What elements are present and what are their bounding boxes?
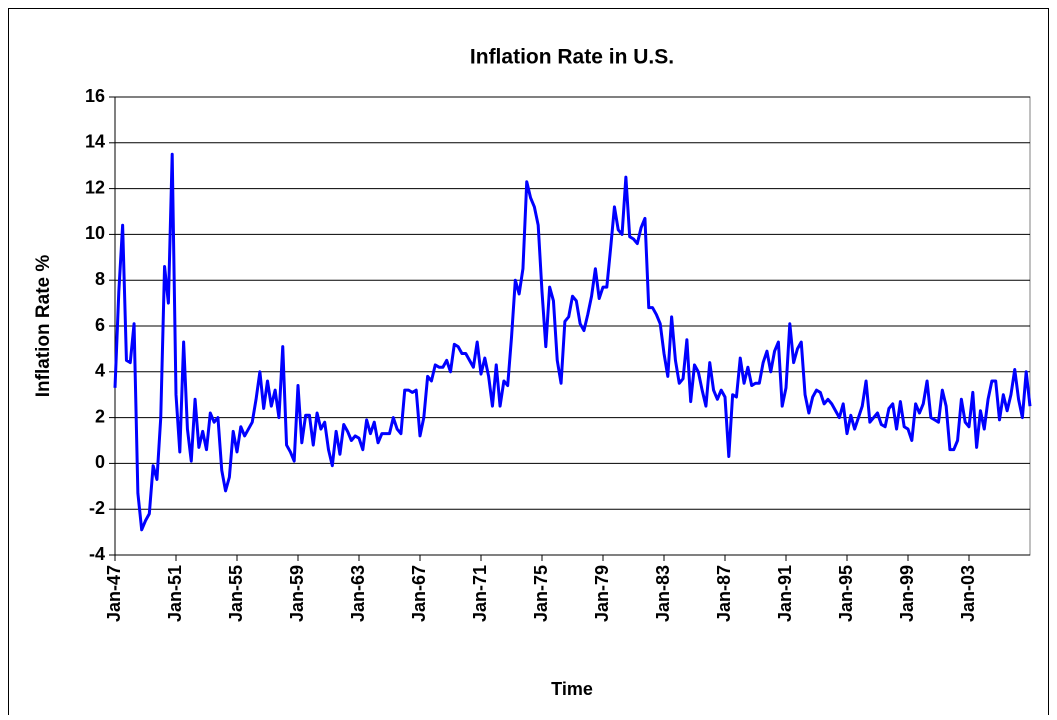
x-tick-label: Jan-83 xyxy=(653,565,673,622)
y-tick-label: 0 xyxy=(95,452,105,472)
y-tick-label: 6 xyxy=(95,315,105,335)
x-tick-label: Jan-59 xyxy=(287,565,307,622)
chart-title: Inflation Rate in U.S. xyxy=(470,46,674,69)
x-tick-label: Jan-03 xyxy=(958,565,978,622)
x-tick-label: Jan-95 xyxy=(836,565,856,622)
x-tick-label: Jan-51 xyxy=(165,565,185,622)
x-tick-label: Jan-67 xyxy=(409,565,429,622)
x-tick-label: Jan-47 xyxy=(104,565,124,622)
x-tick-label: Jan-55 xyxy=(226,565,246,622)
y-tick-label: 10 xyxy=(85,223,105,243)
data-line xyxy=(113,152,1032,532)
y-tick-label: -4 xyxy=(89,544,105,564)
y-tick-label: 8 xyxy=(95,269,105,289)
x-tick-label: Jan-71 xyxy=(470,565,490,622)
y-tick-label: -2 xyxy=(89,498,105,518)
y-tick-label: 12 xyxy=(85,177,105,197)
y-axis-label: Inflation Rate % xyxy=(33,255,54,398)
x-tick-label: Jan-87 xyxy=(714,565,734,622)
x-tick-label: Jan-91 xyxy=(775,565,795,622)
y-tick-label: 4 xyxy=(95,361,105,381)
x-tick-label: Jan-99 xyxy=(897,565,917,622)
x-tick-label: Jan-63 xyxy=(348,565,368,622)
x-tick-label: Jan-75 xyxy=(531,565,551,622)
y-tick-label: 14 xyxy=(85,132,105,152)
x-tick-label: Jan-79 xyxy=(592,565,612,622)
y-tick-label: 16 xyxy=(85,86,105,106)
x-axis-label: Time xyxy=(551,679,593,699)
y-tick-label: 2 xyxy=(95,406,105,426)
